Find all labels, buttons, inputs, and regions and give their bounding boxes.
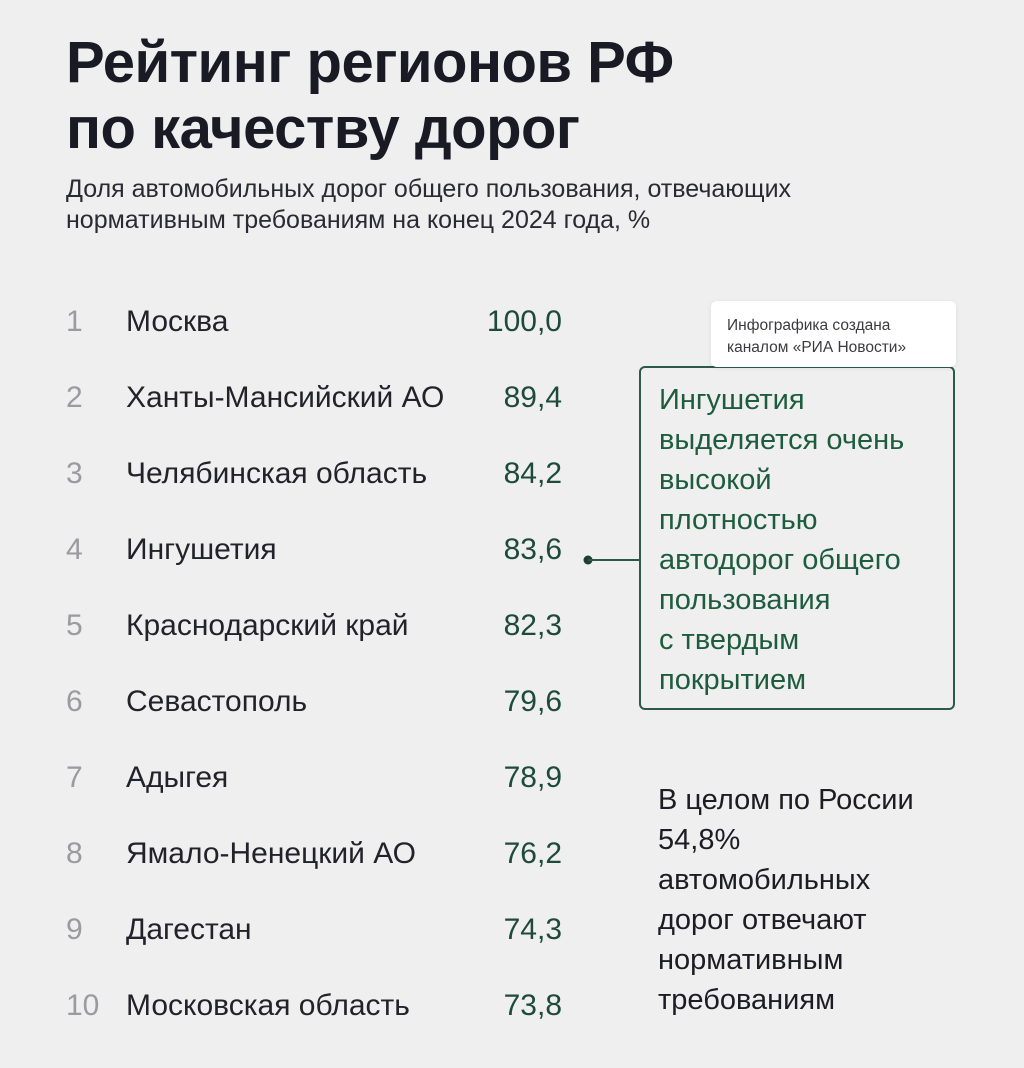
region-name: Челябинская область [126, 457, 428, 490]
region-name: Дагестан [126, 913, 252, 946]
table-row: 6 Севастополь 79,6 [0, 672, 600, 732]
table-row: 7 Адыгея 78,9 [0, 748, 600, 808]
region-name: Ханты-Мансийский АО [126, 381, 445, 414]
callout-line: высокой [659, 464, 772, 496]
callout-connector [583, 555, 642, 565]
region-value: 79,6 [503, 685, 562, 718]
note-line: требованиям [658, 984, 836, 1016]
table-row: 4 Ингушетия 83,6 [0, 520, 600, 580]
region-value: 84,2 [503, 457, 562, 490]
rank-number: 9 [66, 913, 83, 946]
region-value: 74,3 [503, 913, 562, 946]
rank-number: 1 [66, 305, 83, 338]
callout-line: пользования [659, 584, 831, 616]
title-line-2: по качеству дорог [66, 96, 580, 161]
region-name: Ингушетия [126, 533, 277, 566]
region-name: Севастополь [126, 685, 308, 718]
table-row: 2 Ханты-Мансийский АО 89,4 [0, 368, 600, 428]
region-value: 100,0 [486, 305, 562, 338]
rank-number: 5 [66, 609, 83, 642]
table-row: 9 Дагестан 74,3 [0, 900, 600, 960]
region-value: 83,6 [503, 533, 562, 566]
region-value: 78,9 [503, 761, 562, 794]
callout-line: выделяется очень [659, 424, 905, 456]
title-line-1: Рейтинг регионов РФ [66, 30, 674, 95]
source-tag-line-2: каналом «РИА Новости» [727, 339, 907, 356]
region-value: 76,2 [503, 837, 562, 870]
region-name: Московская область [126, 989, 410, 1022]
page-subtitle: Доля автомобильных дорог общего пользова… [66, 174, 966, 236]
rank-number: 4 [66, 533, 83, 566]
rank-number: 7 [66, 761, 83, 794]
callout-line: автодорог общего [659, 544, 901, 576]
page-title: Рейтинг регионов РФ по качеству дорог [66, 30, 966, 162]
note-line: автомобильных [658, 864, 871, 896]
region-name: Ямало-Ненецкий АО [126, 837, 416, 870]
rank-number: 10 [66, 989, 100, 1022]
ingushetia-callout: Ингушетия выделяется очень высокой плотн… [639, 366, 955, 710]
subtitle-line-2: нормативным требованиям на конец 2024 го… [66, 206, 651, 234]
table-row: 5 Краснодарский край 82,3 [0, 596, 600, 656]
rank-number: 3 [66, 457, 83, 490]
region-value: 73,8 [503, 989, 562, 1022]
region-name: Краснодарский край [126, 609, 409, 642]
region-name: Москва [126, 305, 229, 338]
subtitle-line-1: Доля автомобильных дорог общего пользова… [66, 175, 792, 203]
table-row: 10 Московская область 73,8 [0, 976, 600, 1036]
source-tag: Инфографика создана каналом «РИА Новости… [711, 301, 956, 367]
note-line: 54,8% [658, 824, 741, 856]
russia-total-note: В целом по России 54,8% автомобильных до… [658, 780, 998, 1020]
note-line: В целом по России [658, 784, 914, 816]
rank-number: 8 [66, 837, 83, 870]
note-line: нормативным [658, 944, 844, 976]
rank-number: 2 [66, 381, 83, 414]
table-row: 1 Москва 100,0 [0, 292, 600, 352]
region-value: 89,4 [503, 381, 562, 414]
table-row: 8 Ямало-Ненецкий АО 76,2 [0, 824, 600, 884]
callout-text: Ингушетия выделяется очень высокой плотн… [659, 380, 959, 700]
callout-line: покрытием [659, 664, 807, 696]
region-name: Адыгея [126, 761, 229, 794]
region-value: 82,3 [503, 609, 562, 642]
callout-line: с твердым [659, 624, 800, 656]
note-line: дорог отвечают [658, 904, 867, 936]
callout-line: плотностью [659, 504, 818, 536]
callout-line: Ингушетия [659, 384, 805, 416]
table-row: 3 Челябинская область 84,2 [0, 444, 600, 504]
source-tag-line-1: Инфографика создана [727, 317, 891, 334]
rank-number: 6 [66, 685, 83, 718]
